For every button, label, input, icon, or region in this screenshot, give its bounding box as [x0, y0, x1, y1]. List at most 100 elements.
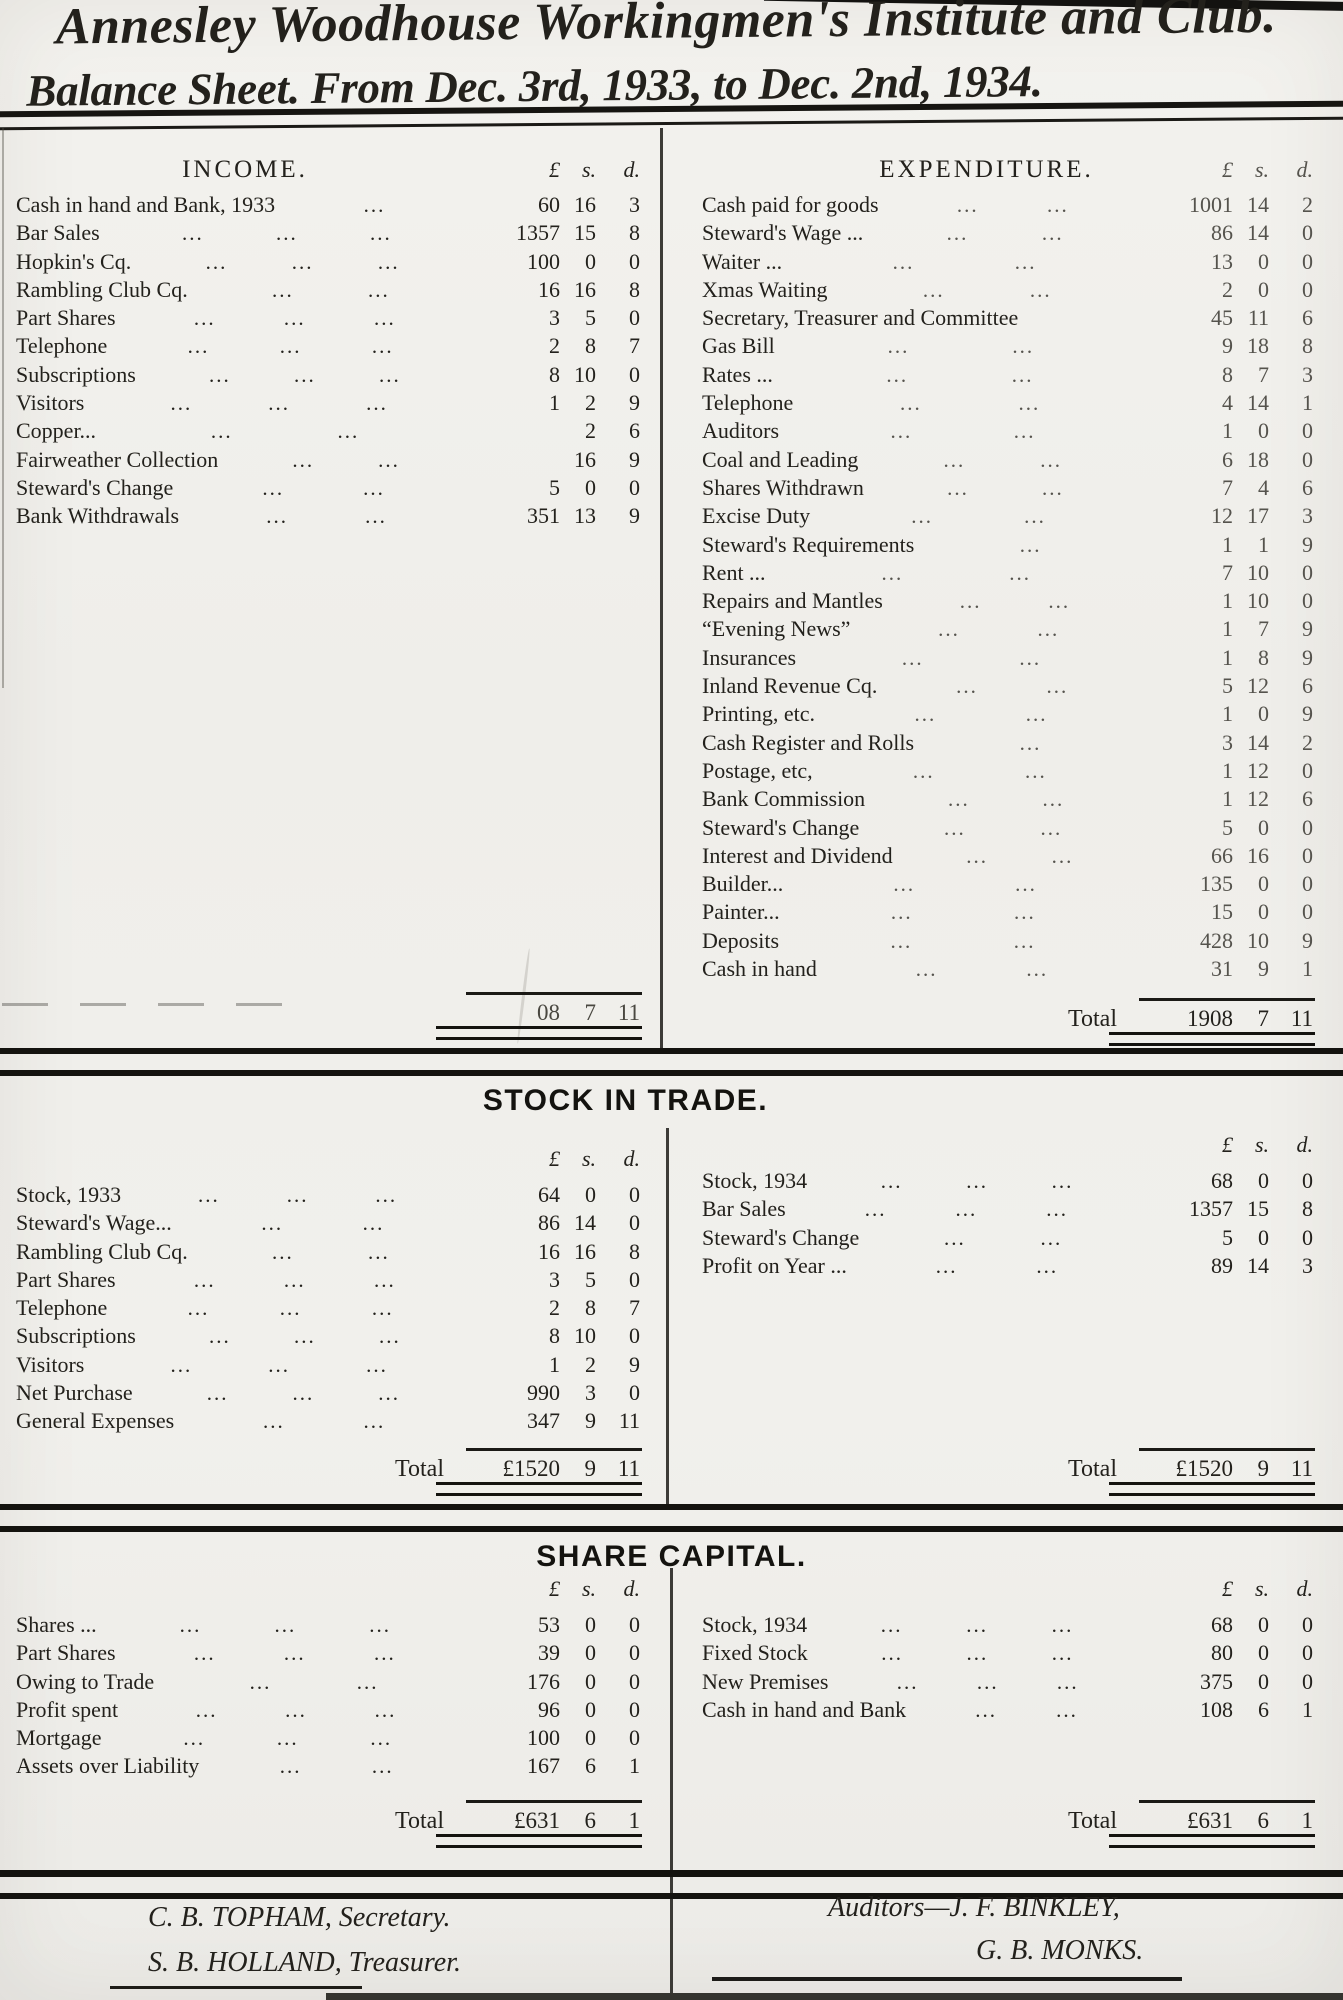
ledger-row: Insurances ...... 1 8 9 [702, 645, 1313, 673]
leader-dots: ...... [890, 900, 1036, 925]
stock-left-column: £ s. d. Stock, 1933 ......... 64 0 0 Ste… [8, 1146, 640, 1437]
column-divider [666, 1128, 669, 1504]
row-label: Cash in hand [702, 956, 817, 982]
row-label: Deposits [702, 927, 779, 953]
ledger-row: Rates ... ...... 8 7 3 [702, 362, 1313, 390]
row-pounds: 7 [1222, 474, 1233, 500]
expenditure-column: EXPENDITURE. £ s. d. Cash paid for goods… [694, 156, 1313, 984]
row-pounds: 347 [527, 1408, 560, 1434]
leader-dots: ......... [206, 1381, 400, 1406]
leader-dots: ......... [209, 1324, 401, 1349]
leader-dots: ...... [956, 193, 1069, 217]
leader-dots: ......... [881, 1641, 1074, 1666]
ledger-row: Shares Withdrawn ...... 7 4 6 [702, 475, 1313, 503]
row-pence: 0 [1302, 220, 1313, 246]
row-pence: 1 [1302, 1696, 1313, 1722]
row-pence: 0 [1302, 418, 1313, 444]
row-label: Part Shares [16, 1640, 116, 1666]
row-shillings: 16 [574, 446, 596, 472]
leader-dots: ......... [181, 221, 392, 246]
income-header-row: INCOME. £ s. d. [16, 156, 640, 192]
row-label: Steward's Change [16, 474, 174, 500]
leader-dots: ...... [881, 560, 1031, 585]
ledger-row: Subscriptions ......... 8 10 0 [16, 362, 640, 390]
leader-dots: ... [1019, 532, 1042, 557]
row-shillings: 8 [585, 333, 596, 359]
leader-dots: ...... [887, 334, 1035, 359]
row-pounds: 5 [1222, 814, 1233, 840]
stock-in-trade-heading: STOCK IN TRADE. [482, 1084, 769, 1117]
leader-dots: ......... [179, 1613, 391, 1637]
ledger-row: Builder... ...... 135 0 0 [702, 871, 1313, 899]
row-pence: 0 [629, 305, 640, 331]
ledger-row: Bank Commission ...... 1 12 6 [702, 786, 1313, 814]
row-pence: 0 [1302, 446, 1313, 472]
row-pounds: 1 [1222, 418, 1233, 444]
auditor-signature-1: Auditors—J. F. BINKLEY, [828, 1892, 1120, 1923]
currency-header-pounds: £ [549, 1576, 560, 1601]
masthead: Annesley Woodhouse Workingmen's Institut… [0, 0, 1343, 117]
column-divider [670, 1568, 673, 2000]
ledger-row: Xmas Waiting ...... 2 0 0 [702, 277, 1313, 305]
row-label: Cash paid for goods [702, 192, 879, 217]
leader-dots: ......... [193, 1641, 396, 1666]
row-shillings: 14 [1247, 390, 1269, 416]
share-left-rows: Shares ... ......... 53 0 0 Part Shares … [16, 1612, 640, 1782]
currency-header-pounds: £ [1222, 1132, 1233, 1157]
ledger-row: Mortgage ......... 100 0 0 [16, 1725, 640, 1753]
row-pence: 0 [1302, 814, 1313, 840]
row-shillings: 14 [1247, 1252, 1269, 1278]
row-pence: 9 [1302, 927, 1313, 953]
page-title: Annesley Woodhouse Workingmen's Institut… [55, 0, 1277, 56]
row-pence: 2 [1302, 729, 1313, 755]
row-shillings: 12 [1247, 757, 1269, 783]
row-pence: 0 [1302, 1668, 1313, 1694]
total-amount: £1520 9 11 [436, 1448, 642, 1496]
ledger-row: Secretary, Treasurer and Committee 45 11… [702, 305, 1313, 333]
row-label: Steward's Wage ... [702, 220, 864, 246]
leader-dots: ...... [946, 221, 1064, 246]
leader-dots: ......... [187, 334, 394, 359]
currency-header-shillings: s. [581, 157, 596, 182]
row-label: Telephone [16, 333, 108, 359]
ledger-row: Cash in hand and Bank, 1933 ... 60 16 3 [16, 192, 640, 220]
leader-dots: ......... [193, 1267, 396, 1292]
row-label: Shares ... [16, 1612, 97, 1637]
row-pounds: 428 [1200, 927, 1233, 953]
ledger-row: Rent ... ...... 7 10 0 [702, 560, 1313, 588]
row-shillings: 11 [1247, 305, 1269, 331]
row-pounds: 16 [538, 1238, 560, 1264]
row-label: Stock, 1934 [702, 1168, 808, 1193]
row-pence: 6 [629, 418, 640, 444]
leader-dots: ...... [966, 843, 1074, 868]
leader-dots: ......... [170, 1352, 388, 1377]
leader-dots: ...... [944, 1225, 1063, 1250]
row-pounds: 9 [1222, 333, 1233, 359]
row-pence: 8 [629, 276, 640, 302]
row-pounds: 2 [549, 1295, 560, 1321]
leader-dots: ...... [915, 957, 1049, 982]
row-label: Assets over Liability [16, 1753, 200, 1779]
row-shillings: 6 [585, 1753, 596, 1779]
ledger-row: Fairweather Collection ...... 16 9 [16, 447, 640, 475]
ledger-row: Repairs and Mantles ...... 1 10 0 [702, 588, 1313, 616]
total-label: Total [1068, 1456, 1117, 1482]
currency-header-pence: d. [1296, 1132, 1314, 1157]
row-pence: 0 [1302, 1224, 1313, 1250]
row-pence: 6 [1302, 786, 1313, 812]
leader-dots: ...... [890, 928, 1036, 953]
leader-dots: ...... [947, 787, 1065, 812]
row-pounds: 13 [1211, 248, 1233, 274]
ledger-row: General Expenses ...... 347 9 11 [16, 1408, 640, 1436]
row-label: Visitors [16, 390, 85, 416]
row-pence: 7 [629, 1295, 640, 1321]
expenditure-rows: Cash paid for goods ...... 1001 14 2 Ste… [702, 192, 1313, 984]
row-pounds: 2 [1222, 276, 1233, 302]
row-shillings: 0 [1258, 276, 1269, 302]
expenditure-heading: EXPENDITURE. [879, 156, 1094, 183]
row-label: Profit spent [16, 1696, 119, 1722]
row-pounds: 1357 [516, 220, 560, 246]
row-pounds: 2 [549, 333, 560, 359]
leader-dots: ...... [261, 1211, 385, 1236]
ledger-row: Steward's Requirements ... 1 1 9 [702, 532, 1313, 560]
